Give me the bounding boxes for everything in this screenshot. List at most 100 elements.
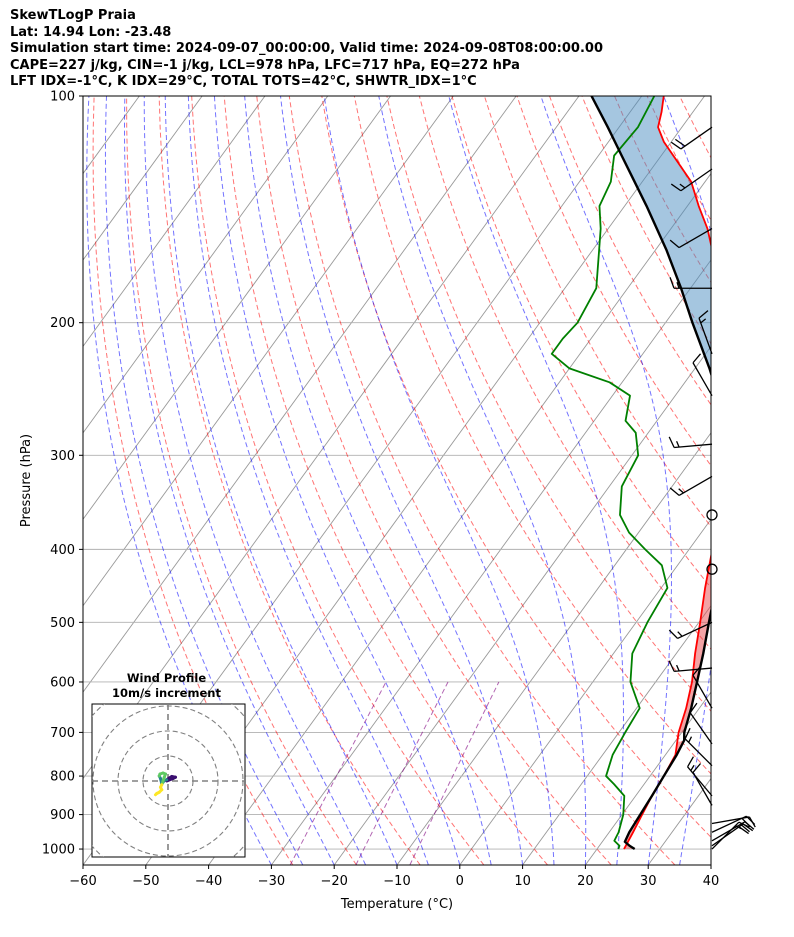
y-tick-label: 1000: [42, 843, 75, 858]
x-tick-label: 10: [514, 874, 531, 889]
wind-barb: [668, 436, 713, 449]
moist-adiabat: [123, 96, 335, 865]
wind-barb: [698, 310, 713, 355]
isotherm-line: [271, 259, 711, 865]
isotherm-line: [83, 96, 329, 434]
dry-adiabat: [126, 96, 357, 865]
moist-adiabat: [378, 96, 587, 865]
moist-adiabat: [448, 96, 624, 865]
x-tick-label: −60: [69, 874, 96, 889]
dry-adiabat: [288, 96, 676, 865]
isotherm-line: [0, 96, 77, 865]
chart-header: SkewTLogP Praia Lat: 14.94 Lon: -23.48 S…: [10, 8, 603, 91]
dewpoint-profile: [550, 96, 669, 850]
x-axis-label: Temperature (°C): [340, 897, 453, 912]
y-tick-label: 900: [50, 808, 75, 823]
isotherm-line: [522, 604, 711, 865]
moist-adiabat: [323, 96, 555, 865]
x-tick-label: 20: [577, 874, 594, 889]
isotherm-line: [83, 96, 266, 348]
x-tick-label: 30: [640, 874, 657, 889]
wind-barb: [711, 816, 756, 828]
dry-adiabat: [712, 96, 794, 865]
stable-area: [591, 96, 711, 374]
stability-indices-2: LFT IDX=-1°C, K IDX=29°C, TOTAL TOTS=42°…: [10, 74, 477, 90]
x-tick-label: −40: [195, 874, 222, 889]
dry-adiabat: [256, 96, 612, 865]
wind-barb: [692, 665, 713, 709]
y-axis-label: Pressure (hPa): [19, 434, 34, 527]
mixing-ratio-line: [409, 681, 500, 865]
stability-indices-1: CAPE=227 j/kg, CIN=-1 j/kg, LCL=978 hPa,…: [10, 57, 520, 73]
x-tick-label: −50: [132, 874, 159, 889]
wind-barb: [689, 702, 713, 745]
isotherm-line: [83, 96, 203, 261]
moist-adiabat: [104, 96, 304, 865]
mixing-ratio-line: [289, 681, 387, 865]
wind-barb: [687, 756, 713, 797]
moist-adiabat: [187, 96, 429, 865]
dry-adiabat: [777, 96, 794, 865]
dry-adiabat: [353, 96, 711, 775]
x-tick-label: −30: [258, 874, 285, 889]
dry-adiabat: [418, 96, 711, 650]
wind-barb: [706, 563, 718, 575]
parcel-profile: [590, 96, 711, 851]
dry-adiabat: [191, 96, 485, 865]
wind-barb: [711, 823, 754, 847]
dry-adiabat: [451, 96, 711, 589]
chart-title: SkewTLogP Praia: [10, 8, 136, 23]
moist-adiabat: [143, 96, 367, 865]
y-tick-label: 800: [50, 770, 75, 785]
dry-adiabat: [483, 96, 711, 528]
moist-adiabat: [280, 96, 524, 865]
calm-circle: [706, 509, 718, 521]
y-tick-label: 600: [50, 675, 75, 690]
wind-barb: [668, 660, 713, 673]
mixing-ratio-line: [355, 681, 449, 865]
moist-adiabat: [164, 96, 398, 865]
wind-barb: [711, 815, 756, 833]
hodograph-subtitle: 10m/s increment: [112, 686, 221, 700]
wind-barb: [669, 475, 713, 496]
wind-barb: [706, 509, 718, 521]
y-tick-label: 300: [50, 449, 75, 464]
wind-barb: [669, 228, 713, 249]
y-tick-label: 200: [50, 316, 75, 331]
dry-adiabat: [321, 96, 711, 838]
isotherm-line: [710, 864, 711, 865]
x-tick-label: 0: [456, 874, 464, 889]
x-tick-label: 40: [703, 874, 720, 889]
moist-adiabat: [213, 96, 461, 865]
isotherm-line: [333, 345, 711, 865]
time-label: Simulation start time: 2024-09-07_00:00:…: [10, 41, 603, 57]
x-tick-label: −20: [320, 874, 347, 889]
dry-adiabat: [223, 96, 548, 865]
isotherm-line: [83, 96, 454, 607]
isotherm-line: [83, 96, 391, 521]
calm-circle: [706, 563, 718, 575]
isotherm-line: [83, 96, 517, 693]
isotherm-line: [0, 96, 14, 865]
y-tick-label: 400: [50, 543, 75, 558]
isotherm-line: [459, 518, 711, 865]
location-label: Lat: 14.94 Lon: -23.48: [10, 24, 172, 40]
dry-adiabat: [745, 96, 794, 865]
dry-adiabat: [386, 96, 711, 712]
wind-barb: [670, 126, 713, 150]
x-tick-label: −10: [383, 874, 410, 889]
moist-adiabat: [710, 862, 711, 865]
wind-barb: [684, 727, 713, 767]
y-tick-label: 500: [50, 616, 75, 631]
wind-barb: [669, 277, 712, 289]
wind-barb: [670, 168, 713, 192]
wind-barb: [668, 621, 713, 640]
wind-barb: [692, 353, 713, 396]
hodograph-title: Wind Profile: [127, 671, 207, 685]
isotherm-line: [396, 432, 711, 865]
y-tick-label: 700: [50, 726, 75, 741]
hodograph-segment: [154, 792, 159, 797]
moist-adiabat: [244, 96, 492, 865]
